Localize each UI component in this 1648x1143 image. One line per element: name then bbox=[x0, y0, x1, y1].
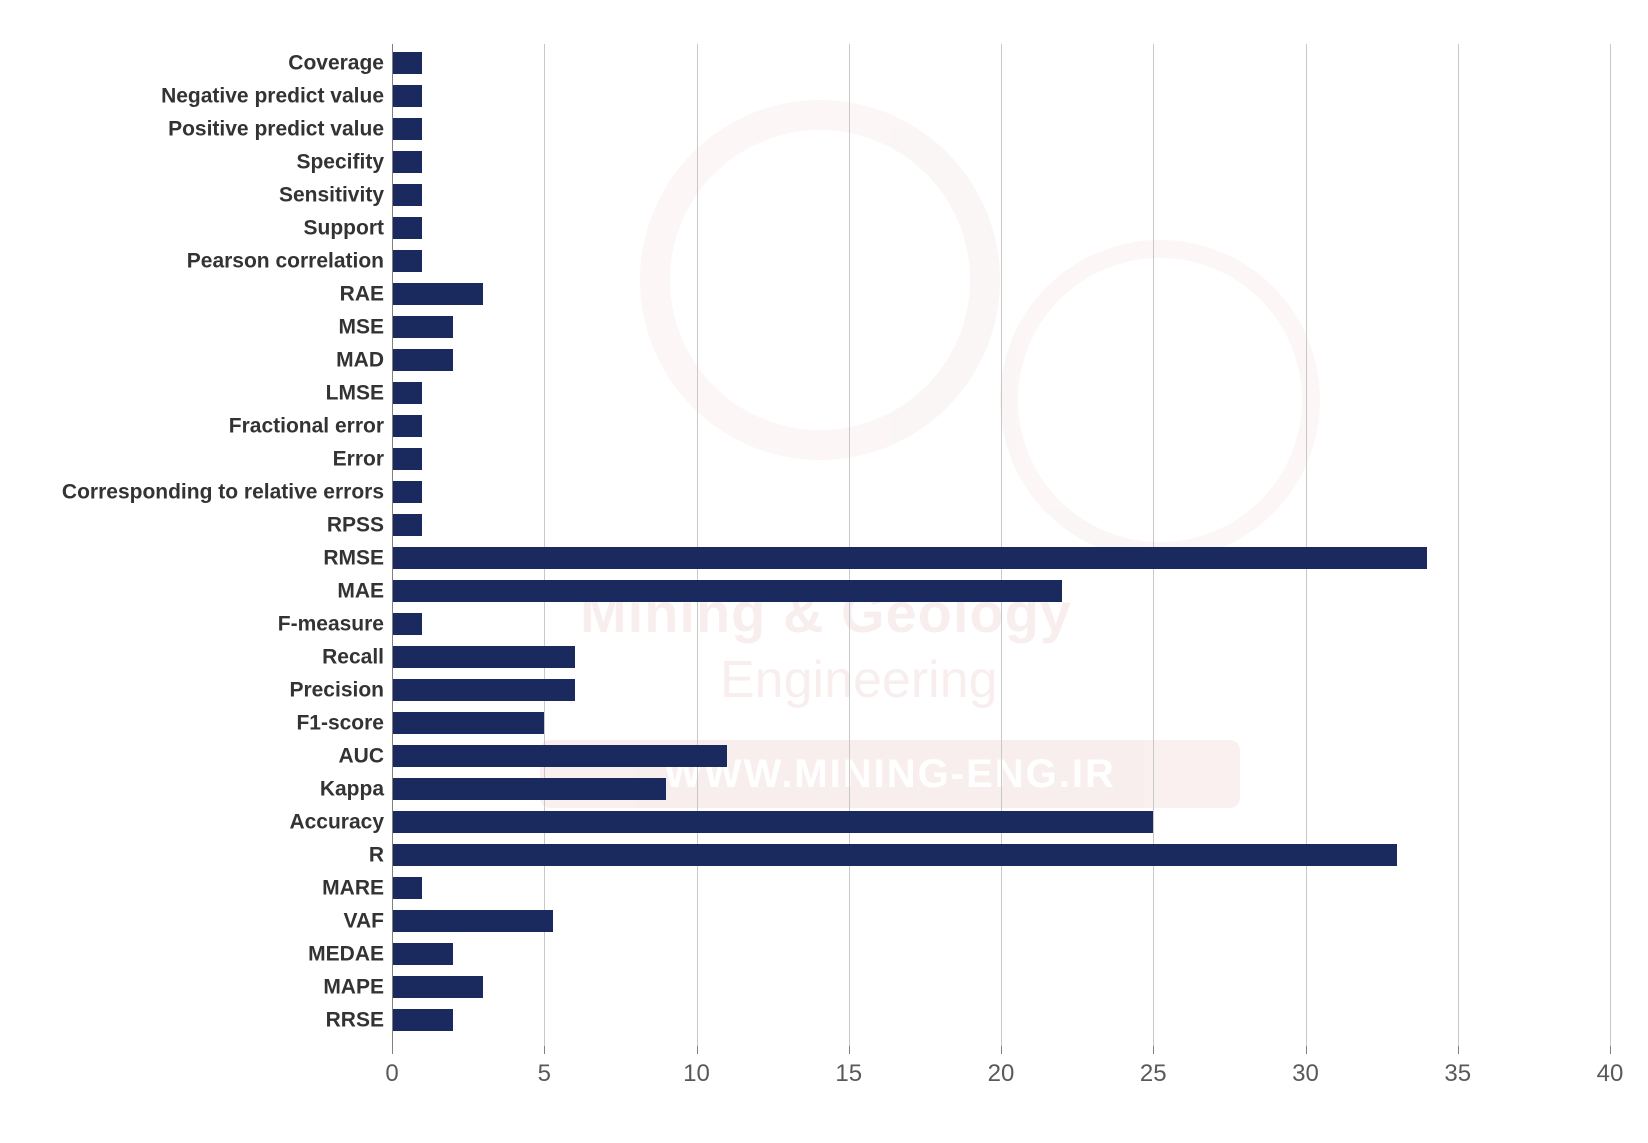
x-axis-label: 25 bbox=[1140, 1060, 1167, 1088]
bar bbox=[392, 1009, 453, 1031]
x-tick bbox=[1001, 1046, 1002, 1054]
bar bbox=[392, 448, 422, 470]
bar bbox=[392, 52, 422, 74]
y-axis-label: MEDAE bbox=[22, 944, 384, 965]
x-axis-label: 15 bbox=[835, 1060, 862, 1088]
y-axis-label: AUC bbox=[22, 746, 384, 767]
y-axis-label: MAD bbox=[22, 350, 384, 371]
bar bbox=[392, 415, 422, 437]
bar bbox=[392, 316, 453, 338]
x-tick bbox=[849, 1046, 850, 1054]
y-axis-label: MAPE bbox=[22, 977, 384, 998]
y-axis-label: Specifity bbox=[22, 152, 384, 173]
bar bbox=[392, 910, 553, 932]
plot-area bbox=[392, 44, 1610, 1046]
gridline bbox=[1153, 44, 1154, 1046]
y-axis-label: RAE bbox=[22, 284, 384, 305]
y-axis-label: Sensitivity bbox=[22, 185, 384, 206]
y-axis-label: Coverage bbox=[22, 53, 384, 74]
bar bbox=[392, 481, 422, 503]
x-axis-label: 20 bbox=[988, 1060, 1015, 1088]
y-axis-label: R bbox=[22, 845, 384, 866]
x-axis-label: 30 bbox=[1292, 1060, 1319, 1088]
bar bbox=[392, 184, 422, 206]
gridline bbox=[697, 44, 698, 1046]
x-axis-label: 5 bbox=[538, 1060, 551, 1088]
x-axis-label: 0 bbox=[385, 1060, 398, 1088]
y-axis-label: F1-score bbox=[22, 713, 384, 734]
bar bbox=[392, 151, 422, 173]
y-axis-label: RRSE bbox=[22, 1010, 384, 1031]
bar bbox=[392, 283, 483, 305]
y-axis-label: MAE bbox=[22, 581, 384, 602]
bar bbox=[392, 712, 544, 734]
bar bbox=[392, 547, 1427, 569]
y-axis-label: VAF bbox=[22, 911, 384, 932]
bar bbox=[392, 349, 453, 371]
bar bbox=[392, 613, 422, 635]
x-tick bbox=[1306, 1046, 1307, 1054]
y-axis-label: Corresponding to relative errors bbox=[22, 482, 384, 503]
y-axis-label: LMSE bbox=[22, 383, 384, 404]
bar bbox=[392, 778, 666, 800]
y-axis-label: Positive predict value bbox=[22, 119, 384, 140]
bar bbox=[392, 943, 453, 965]
y-axis-label: Accuracy bbox=[22, 812, 384, 833]
y-axis-line bbox=[392, 44, 393, 1046]
x-axis-label: 40 bbox=[1597, 1060, 1624, 1088]
bar bbox=[392, 976, 483, 998]
bar bbox=[392, 514, 422, 536]
bar bbox=[392, 250, 422, 272]
gridline bbox=[1458, 44, 1459, 1046]
x-tick bbox=[1153, 1046, 1154, 1054]
x-tick bbox=[1610, 1046, 1611, 1054]
y-axis-label: RPSS bbox=[22, 515, 384, 536]
bar bbox=[392, 877, 422, 899]
y-axis-label: Support bbox=[22, 218, 384, 239]
bar bbox=[392, 745, 727, 767]
y-axis-label: Pearson correlation bbox=[22, 251, 384, 272]
y-axis-label: Kappa bbox=[22, 779, 384, 800]
x-tick bbox=[544, 1046, 545, 1054]
bar bbox=[392, 217, 422, 239]
bar bbox=[392, 118, 422, 140]
bar bbox=[392, 811, 1153, 833]
y-axis-label: Precision bbox=[22, 680, 384, 701]
x-tick bbox=[1458, 1046, 1459, 1054]
y-axis-label: MARE bbox=[22, 878, 384, 899]
x-tick bbox=[392, 1046, 393, 1054]
y-axis-label: Negative predict value bbox=[22, 86, 384, 107]
bar bbox=[392, 679, 575, 701]
bar bbox=[392, 646, 575, 668]
y-axis-label: Error bbox=[22, 449, 384, 470]
gridline bbox=[1001, 44, 1002, 1046]
chart-container: Mining & Geology Engineering WWW.MINING-… bbox=[20, 20, 1628, 1123]
y-axis-label: RMSE bbox=[22, 548, 384, 569]
x-axis-label: 10 bbox=[683, 1060, 710, 1088]
gridline bbox=[1306, 44, 1307, 1046]
bar bbox=[392, 382, 422, 404]
y-axis-label: Recall bbox=[22, 647, 384, 668]
y-axis-label: Fractional error bbox=[22, 416, 384, 437]
gridline bbox=[1610, 44, 1611, 1046]
gridline bbox=[849, 44, 850, 1046]
x-tick bbox=[697, 1046, 698, 1054]
x-axis-label: 35 bbox=[1444, 1060, 1471, 1088]
y-axis-label: F-measure bbox=[22, 614, 384, 635]
y-axis-label: MSE bbox=[22, 317, 384, 338]
bar bbox=[392, 844, 1397, 866]
bar bbox=[392, 580, 1062, 602]
gridline bbox=[544, 44, 545, 1046]
bar bbox=[392, 85, 422, 107]
